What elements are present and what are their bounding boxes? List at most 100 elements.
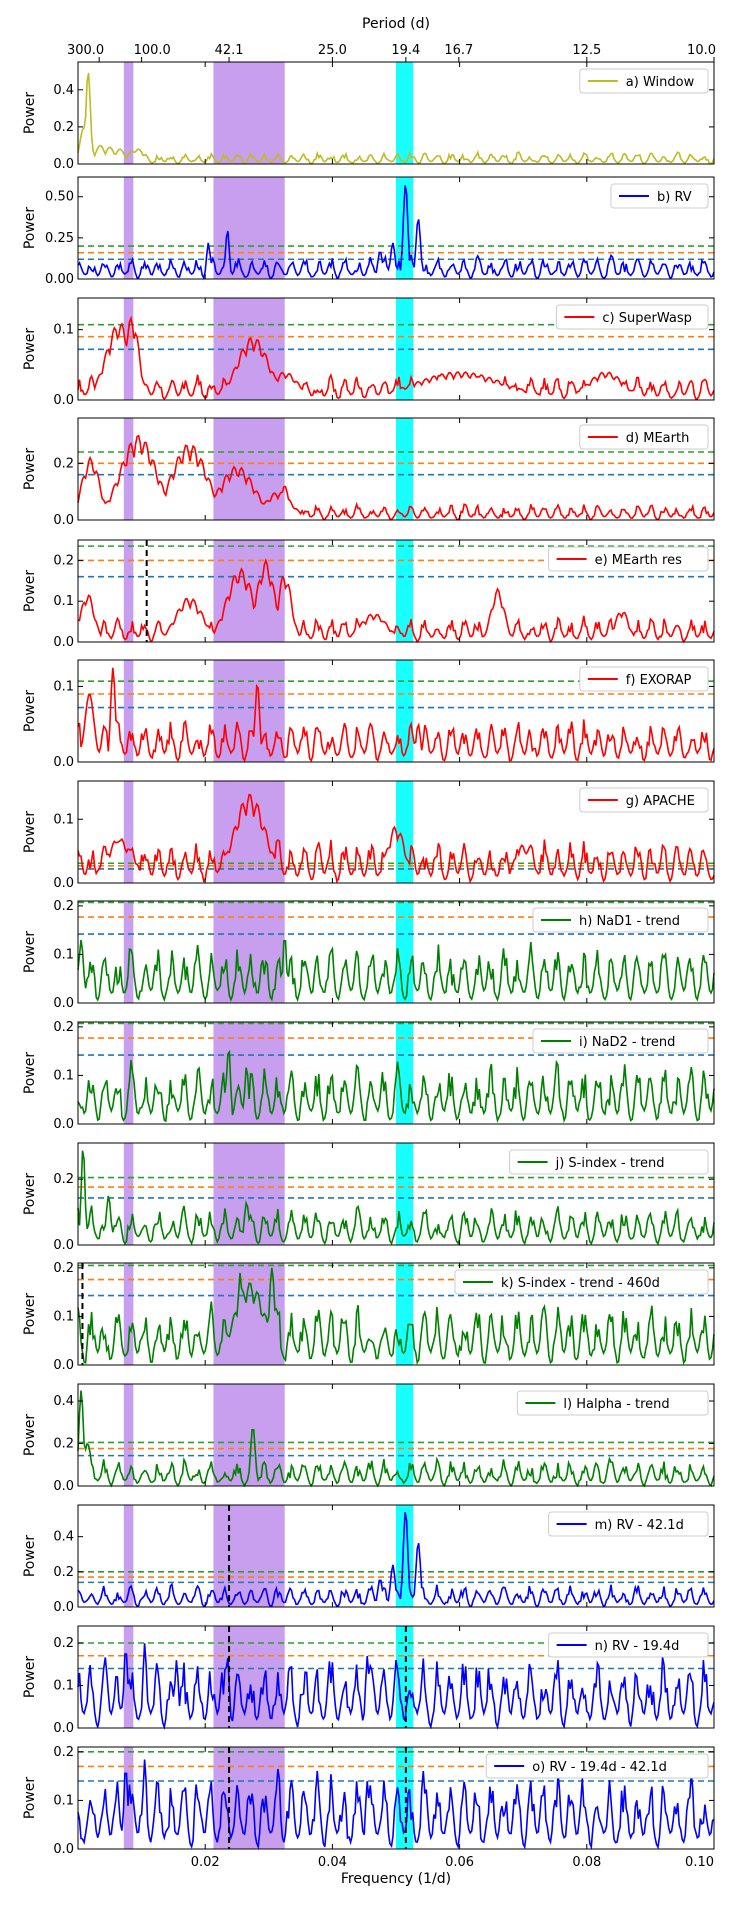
y-tick-label: 0.2	[53, 120, 74, 135]
power-series	[77, 72, 715, 165]
legend-label: j) S-index - trend	[555, 1156, 665, 1171]
panel-frame	[77, 1504, 715, 1608]
shaded-region	[123, 781, 134, 883]
power-series	[77, 557, 715, 644]
y-tick-label: 0.2	[53, 1636, 74, 1651]
y-tick-label: 0.0	[53, 1117, 74, 1132]
y-tick-label: 0.2	[53, 1020, 74, 1035]
panel-n: 0.0 0.1 0.2 Power n) RV - 19.4d	[22, 1625, 715, 1736]
legend-label: f) EXORAP	[626, 673, 692, 688]
legend-box	[548, 1632, 709, 1658]
x-tick-label: 0.06	[445, 1855, 474, 1870]
x-axis-title: Frequency (1/d)	[341, 1871, 451, 1887]
period-tick-label: 12.5	[572, 43, 601, 58]
y-tick-label: 0.2	[53, 899, 74, 914]
y-tick-label: 0.2	[53, 1745, 74, 1760]
y-axis-title: Power	[22, 92, 38, 135]
y-axis-title: Power	[22, 1052, 38, 1095]
period-tick-label: 10.0	[687, 43, 716, 58]
legend-box	[485, 1753, 709, 1779]
legend-box	[579, 68, 709, 94]
panel-k: 0.0 0.1 0.2 Power k) S-index - trend - 460d	[22, 1261, 715, 1373]
y-tick-label: 0.4	[53, 1530, 74, 1545]
legend-label: n) RV - 19.4d	[595, 1639, 680, 1654]
y-axis-title: Power	[22, 570, 38, 613]
shaded-region	[396, 1626, 414, 1728]
y-tick-label: 0.2	[53, 1172, 74, 1187]
legend-box	[454, 1269, 709, 1295]
power-series	[77, 1049, 715, 1124]
panel-o: 0.0 0.1 0.2 Power o) RV - 19.4d - 42.1d	[22, 1745, 715, 1857]
panel-a: 0.0 0.2 0.4 Power a) Window	[22, 61, 715, 172]
legend-label: a) Window	[626, 75, 695, 90]
legend-label: d) MEarth	[626, 431, 690, 446]
y-tick-label: 0.25	[45, 231, 74, 246]
legend-label: k) S-index - trend - 460d	[501, 1276, 660, 1291]
y-tick-label: 0.1	[53, 812, 74, 827]
shaded-region	[213, 62, 285, 164]
shaded-region	[213, 901, 285, 1003]
shaded-region	[396, 781, 414, 883]
panel-h: 0.0 0.1 0.2 Power h) NaD1 - trend	[22, 899, 715, 1011]
shaded-region	[396, 1747, 414, 1849]
shaded-region	[396, 660, 414, 762]
shaded-region	[396, 298, 414, 400]
y-tick-label: 0.4	[53, 83, 74, 98]
y-axis-title: Power	[22, 1173, 38, 1216]
shaded-region	[396, 1384, 414, 1486]
y-axis-title: Power	[22, 931, 38, 974]
y-tick-label: 0.0	[53, 996, 74, 1011]
legend-label: m) RV - 42.1d	[595, 1518, 684, 1533]
y-tick-label: 0.0	[53, 393, 74, 408]
panel-c: 0.0 0.1 Power c) SuperWasp	[22, 297, 715, 408]
panel-frame	[77, 1021, 715, 1125]
y-axis-title: Power	[22, 1293, 38, 1336]
shaded-region	[123, 1384, 134, 1486]
panel-l: 0.0 0.2 0.4 Power l) Halpha - trend	[22, 1383, 715, 1494]
x-tick-label: 0.08	[572, 1855, 601, 1870]
shaded-region	[123, 62, 134, 164]
legend-label: i) NaD2 - trend	[579, 1035, 675, 1050]
power-series	[77, 793, 715, 884]
period-axis-title: Period (d)	[362, 16, 430, 32]
y-tick-label: 0.2	[53, 553, 74, 568]
shaded-region	[396, 1143, 414, 1245]
power-series	[77, 1759, 715, 1851]
legend-box	[610, 183, 709, 209]
y-axis-title: Power	[22, 1656, 38, 1699]
panel-d: 0.0 0.2 Power d) MEarth	[22, 417, 715, 528]
shaded-region	[396, 418, 414, 520]
y-tick-label: 0.2	[53, 456, 74, 471]
y-tick-label: 0.0	[53, 755, 74, 770]
power-series	[77, 434, 715, 521]
y-tick-label: 0.1	[53, 1793, 74, 1808]
panel-frame	[77, 1746, 715, 1850]
y-axis-title: Power	[22, 448, 38, 491]
shaded-region	[123, 660, 134, 762]
y-tick-label: 0.0	[53, 1358, 74, 1373]
shaded-region	[123, 1505, 134, 1607]
y-tick-label: 0.2	[53, 1437, 74, 1452]
y-axis-title: Power	[22, 207, 38, 250]
panel-frame	[77, 539, 715, 643]
y-axis-title: Power	[22, 690, 38, 733]
period-tick-label: 300.0	[67, 43, 104, 58]
legend-box	[509, 1149, 709, 1175]
y-axis-title: Power	[22, 1414, 38, 1457]
legend-box	[579, 424, 709, 450]
y-tick-label: 0.00	[45, 272, 74, 287]
legend-box	[532, 1028, 709, 1054]
shaded-region	[123, 540, 134, 642]
shaded-region	[123, 1626, 134, 1728]
legend-label: b) RV	[657, 190, 692, 205]
y-tick-label: 0.2	[53, 1565, 74, 1580]
legend-box	[579, 666, 709, 692]
panel-frame	[77, 659, 715, 763]
y-tick-label: 0.0	[53, 513, 74, 528]
legend-label: c) SuperWasp	[602, 311, 691, 326]
panel-frame	[77, 1625, 715, 1729]
y-axis-title: Power	[22, 811, 38, 854]
panel-frame	[77, 1262, 715, 1366]
power-series	[77, 1267, 715, 1365]
